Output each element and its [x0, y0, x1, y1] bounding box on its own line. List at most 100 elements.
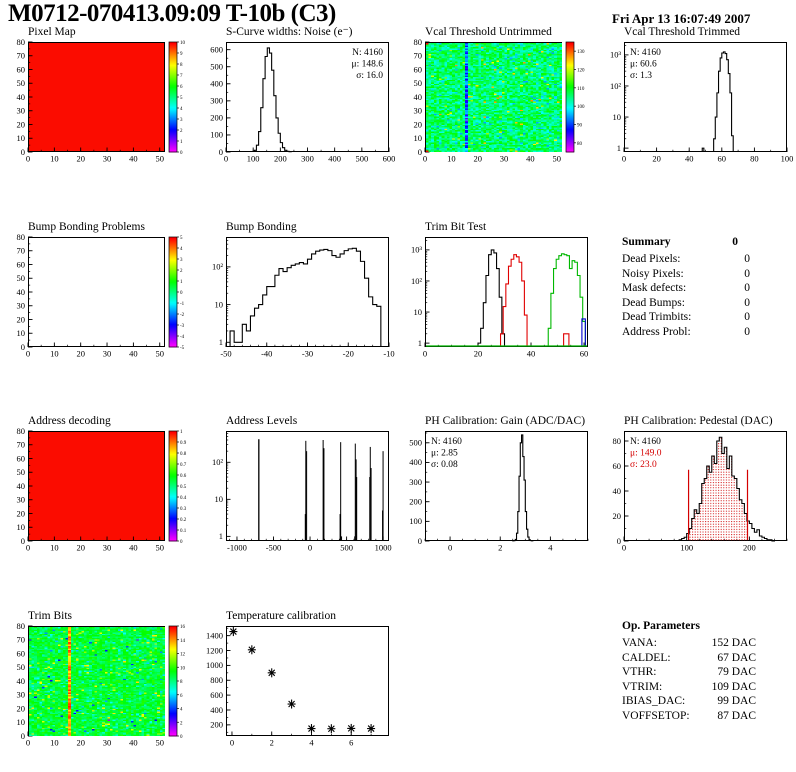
scurve-noise-svg: 0 100 200 300 400 500 600 0 100 200 300 400 500 600 N:…	[210, 42, 395, 164]
op-row-caldel: CALDEL: 67 DAC	[622, 651, 756, 664]
svg-text:400: 400	[409, 457, 422, 467]
svg-text:-10: -10	[383, 349, 394, 359]
plot-title: Vcal Threshold Trimmed	[624, 26, 741, 38]
svg-text:-1: -1	[180, 302, 185, 307]
svg-text:10²: 10²	[212, 457, 224, 467]
svg-text:10: 10	[215, 299, 224, 309]
svg-text:60: 60	[580, 349, 589, 359]
bump-bonding-svg: -50 -40 -30 -20 -10 1 10 10²	[212, 237, 395, 359]
plot-area: -5 -4 -3 -2 -1 0 1 2 3 4 5 0 10 20 30 40 50 0 10 20 30 40 50 60…	[2, 233, 199, 363]
report-date: Fri Apr 13 16:07:49 2007	[612, 11, 751, 26]
svg-text:50: 50	[17, 662, 26, 672]
summary-row-mask-defects: Mask defects: 0	[622, 282, 750, 295]
svg-text:20: 20	[76, 154, 85, 164]
svg-text:2: 2	[180, 129, 183, 134]
svg-text:0: 0	[21, 731, 25, 741]
svg-text:σ: 23.0: σ: 23.0	[630, 460, 657, 470]
plot-trim-bits: Trim Bits 0 2 4 6 8 10 12 14 16 0 10 20 30 40 50 0 10 20 3…	[2, 610, 199, 752]
plot-ph-calibration-gain: PH Calibration: Gain (ADC/DAC) 0 2 4 0 100 20…	[399, 415, 596, 557]
svg-text:30: 30	[17, 106, 26, 116]
summary-block: Summary 0 Dead Pixels: 0 Noisy Pixels: 0 M…	[622, 236, 750, 340]
svg-text:0: 0	[21, 342, 25, 352]
svg-text:40: 40	[527, 349, 536, 359]
op-row-vthr: VTHR: 79 DAC	[622, 666, 756, 679]
svg-text:200: 200	[210, 113, 223, 123]
plot-area: 0 1 2 3 4 5 6 7 8 9 10 0 10 20 30 40 50 0 10 20 30 40 50 60 70 80	[2, 38, 199, 168]
summary-row-address-probl: Address Probl: 0	[622, 325, 750, 338]
svg-text:1: 1	[418, 338, 422, 348]
plot-vcal-threshold-untrimmed: Vcal Threshold Untrimmed 80 90 100 110 120 13…	[399, 26, 596, 168]
svg-text:0.3: 0.3	[180, 507, 187, 512]
svg-text:4: 4	[180, 708, 183, 713]
svg-text:100: 100	[210, 130, 223, 140]
svg-text:50: 50	[155, 349, 164, 359]
svg-text:2: 2	[270, 738, 274, 748]
svg-text:μ: 148.6: μ: 148.6	[352, 60, 384, 70]
svg-text:10: 10	[50, 349, 59, 359]
svg-text:0.6: 0.6	[180, 474, 187, 479]
svg-text:50: 50	[155, 543, 164, 553]
svg-text:800: 800	[210, 675, 223, 685]
svg-text:σ: 1.3: σ: 1.3	[630, 71, 652, 81]
svg-text:10²: 10²	[610, 81, 622, 91]
svg-text:300: 300	[409, 477, 422, 487]
svg-text:30: 30	[17, 690, 26, 700]
plot-area: 0 20 40 60 80 100 1 10 10² 10³ N: 4160 μ: 60.6 σ: 1.…	[598, 38, 795, 168]
svg-text:120: 120	[577, 69, 585, 74]
plot-area: 0 20 40 60 1 10 10² 10³	[399, 233, 596, 363]
svg-text:400: 400	[328, 154, 341, 164]
plot-temperature-calibration: Temperature calibration 0 2 4 6 200 400 600 800…	[200, 610, 397, 752]
svg-text:σ: 16.0: σ: 16.0	[356, 71, 383, 81]
svg-text:40: 40	[613, 486, 622, 496]
svg-text:0: 0	[26, 349, 30, 359]
svg-text:50: 50	[155, 154, 164, 164]
svg-text:6: 6	[180, 85, 183, 90]
svg-text:1: 1	[617, 143, 621, 153]
svg-text:0: 0	[26, 738, 30, 748]
svg-text:-5: -5	[180, 346, 185, 351]
svg-text:6: 6	[180, 694, 183, 699]
svg-text:50: 50	[155, 738, 164, 748]
svg-text:2: 2	[180, 721, 183, 726]
svg-text:0: 0	[308, 543, 312, 553]
svg-text:20: 20	[473, 154, 482, 164]
svg-text:5: 5	[180, 96, 183, 101]
svg-text:50: 50	[17, 78, 26, 88]
plot-title: PH Calibration: Gain (ADC/DAC)	[425, 415, 586, 427]
summary-total: 0	[732, 236, 738, 248]
ph-calibration-gain-svg: 0 2 4 0 100 200 300 400 500 N: 4160 μ: 2.85σ: 0.08	[409, 431, 589, 553]
plot-title: Bump Bonding Problems	[28, 221, 145, 233]
svg-text:40: 40	[129, 543, 138, 553]
summary-row-noisy-pixels: Noisy Pixels: 0	[622, 267, 750, 280]
svg-text:1400: 1400	[206, 630, 223, 640]
svg-text:0: 0	[219, 147, 223, 157]
plot-area: 0 100 200 300 400 500 600 0 100 200 300 400 500 600 N:…	[200, 38, 397, 168]
plot-title: PH Calibration: Pedestal (DAC)	[624, 415, 773, 427]
svg-text:20: 20	[17, 703, 26, 713]
plot-area: 0 0.1 0.2 0.3 0.4 0.5 0.6 0.7 0.8 0.9 1 0 10 20 30 40 50…	[2, 427, 199, 557]
summary-row-dead-trimbits: Dead Trimbits: 0	[622, 311, 750, 324]
svg-text:100: 100	[409, 516, 422, 526]
svg-text:5: 5	[180, 236, 183, 241]
svg-text:10: 10	[50, 543, 59, 553]
svg-text:0.5: 0.5	[180, 485, 187, 490]
svg-text:N: 4160: N: 4160	[630, 48, 661, 58]
svg-text:500: 500	[409, 438, 422, 448]
svg-text:10: 10	[17, 328, 26, 338]
plot-bump-bonding-problems: Bump Bonding Problems -5 -4 -3 -2 -1 0 1 2 3 4 5 0 1…	[2, 221, 199, 363]
svg-text:40: 40	[17, 287, 26, 297]
vcal-threshold-untrimmed-heatmap-pixels	[425, 42, 562, 152]
svg-text:0: 0	[622, 543, 626, 553]
plot-title: Trim Bits	[28, 610, 73, 622]
svg-text:60: 60	[718, 154, 727, 164]
svg-text:80: 80	[577, 142, 583, 147]
plot-vcal-threshold-trimmed: Vcal Threshold Trimmed 0 20 40 60 80 100 1 10 10…	[598, 26, 795, 168]
svg-text:60: 60	[414, 64, 423, 74]
svg-text:6: 6	[349, 738, 353, 748]
svg-text:10: 10	[180, 666, 186, 671]
svg-text:0: 0	[230, 738, 234, 748]
svg-text:110: 110	[577, 87, 585, 92]
svg-text:200: 200	[743, 543, 756, 553]
svg-text:0: 0	[617, 536, 621, 546]
svg-text:0: 0	[180, 291, 183, 296]
